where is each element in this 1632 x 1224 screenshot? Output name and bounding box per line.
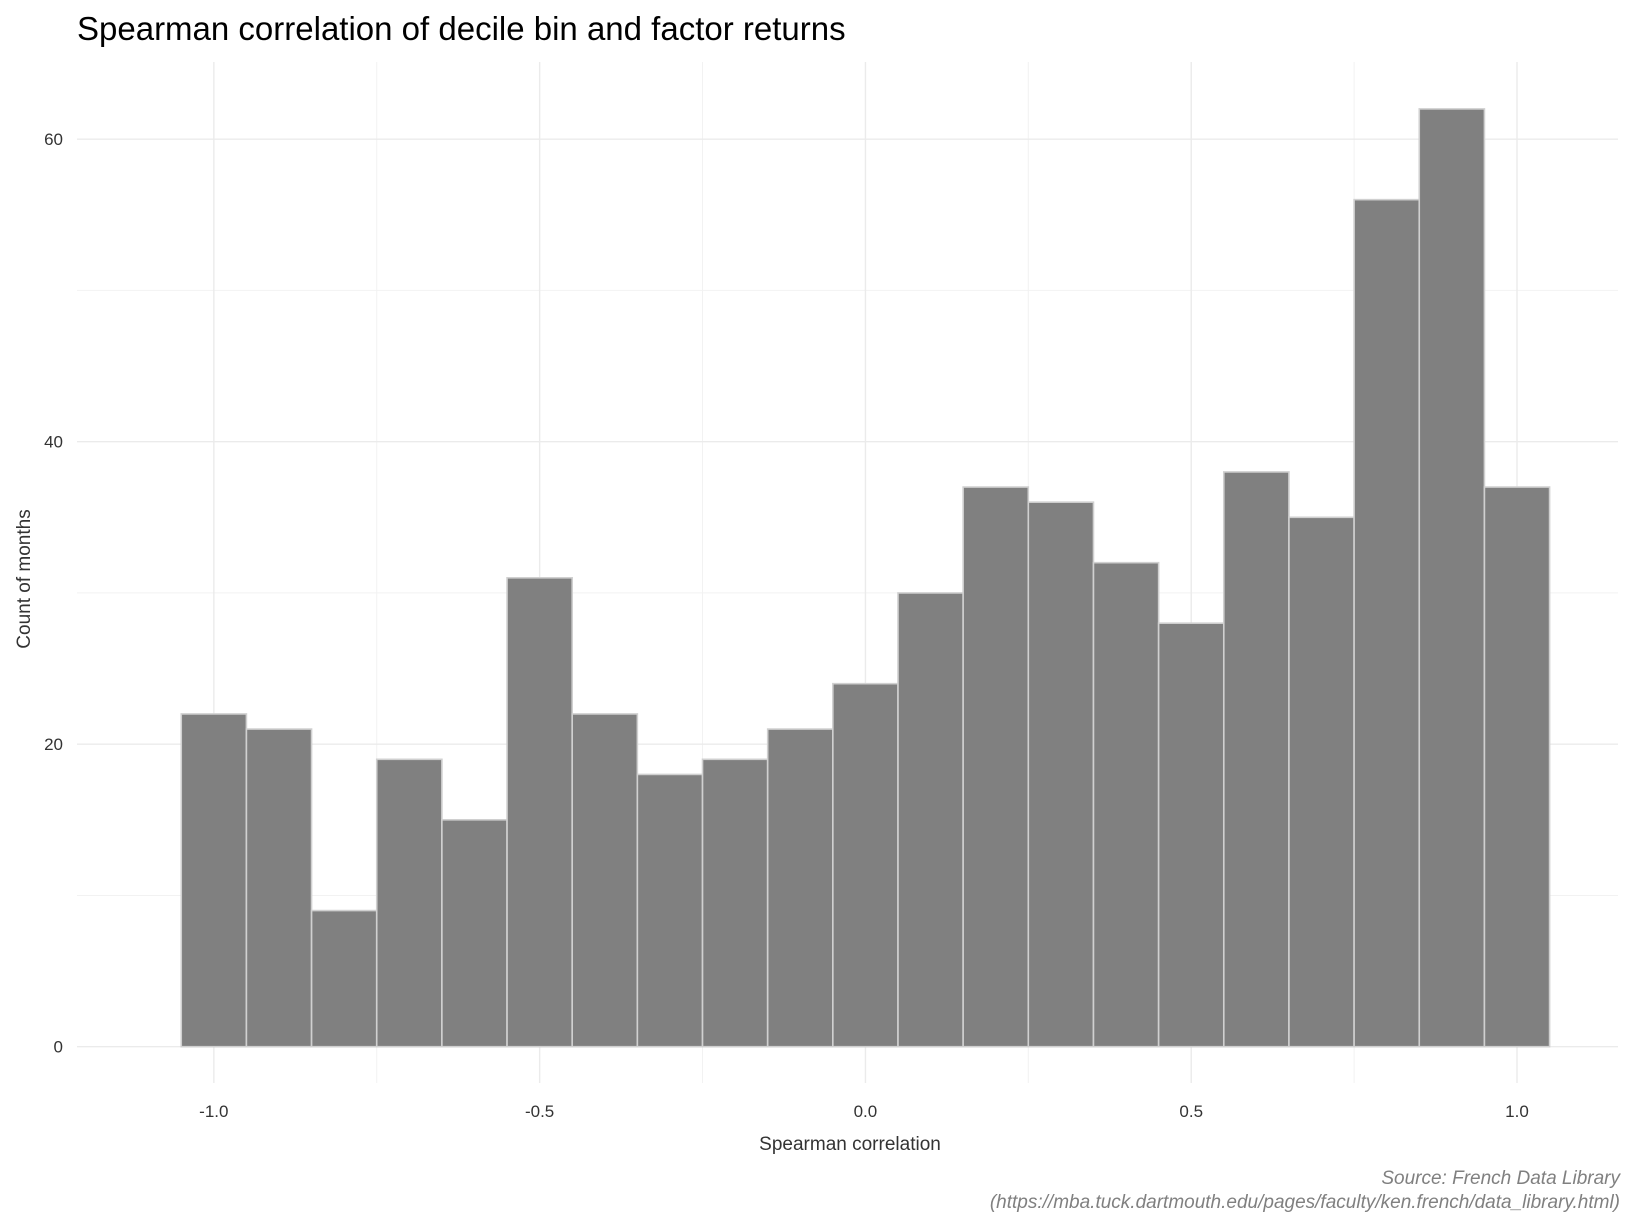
histogram-bar [1288, 516, 1355, 1048]
histogram-bar [962, 486, 1030, 1048]
x-tick-label: 0.5 [1179, 1102, 1203, 1121]
histogram-bar [897, 592, 964, 1048]
histogram-bar [636, 773, 704, 1048]
histogram-bar [1157, 622, 1225, 1048]
y-tick-label: 60 [44, 130, 63, 149]
histogram-bar [506, 576, 574, 1048]
histogram-bar [1092, 561, 1160, 1048]
x-tick-label: -1.0 [199, 1102, 228, 1121]
histogram-bar [1222, 471, 1290, 1048]
caption-source: Source: French Data Library [1381, 1168, 1621, 1189]
y-tick-label: 0 [54, 1038, 63, 1057]
x-tick-label: -0.5 [525, 1102, 554, 1121]
histogram-bar [701, 758, 769, 1048]
histogram-bar [245, 728, 313, 1048]
y-tick-label: 40 [44, 433, 63, 452]
y-axis-title: Count of months [14, 509, 35, 648]
histogram-bar [571, 713, 639, 1048]
histogram-bar [1418, 108, 1486, 1048]
histogram-bar [832, 682, 899, 1048]
histogram-bar [375, 758, 443, 1048]
histogram-bar [441, 819, 508, 1048]
histogram-bar [1027, 501, 1095, 1048]
caption-url: (https://mba.tuck.dartmouth.edu/pages/fa… [990, 1192, 1620, 1213]
y-tick-label: 20 [44, 735, 63, 754]
x-axis-tick-labels: -1.0 -0.5 0.0 0.5 1.0 [199, 1102, 1529, 1121]
histogram-bar [180, 713, 248, 1048]
chart-title: Spearman correlation of decile bin and f… [77, 10, 846, 47]
histogram-bar [1353, 198, 1421, 1048]
y-axis-tick-labels: 0 20 40 60 [44, 130, 63, 1057]
histogram-bars [180, 108, 1551, 1048]
x-tick-label: 0.0 [854, 1102, 878, 1121]
x-axis-title: Spearman correlation [759, 1134, 941, 1155]
histogram-bar [1483, 486, 1551, 1048]
histogram-bar [766, 728, 834, 1048]
histogram-bar [310, 909, 378, 1048]
x-tick-label: 1.0 [1505, 1102, 1529, 1121]
